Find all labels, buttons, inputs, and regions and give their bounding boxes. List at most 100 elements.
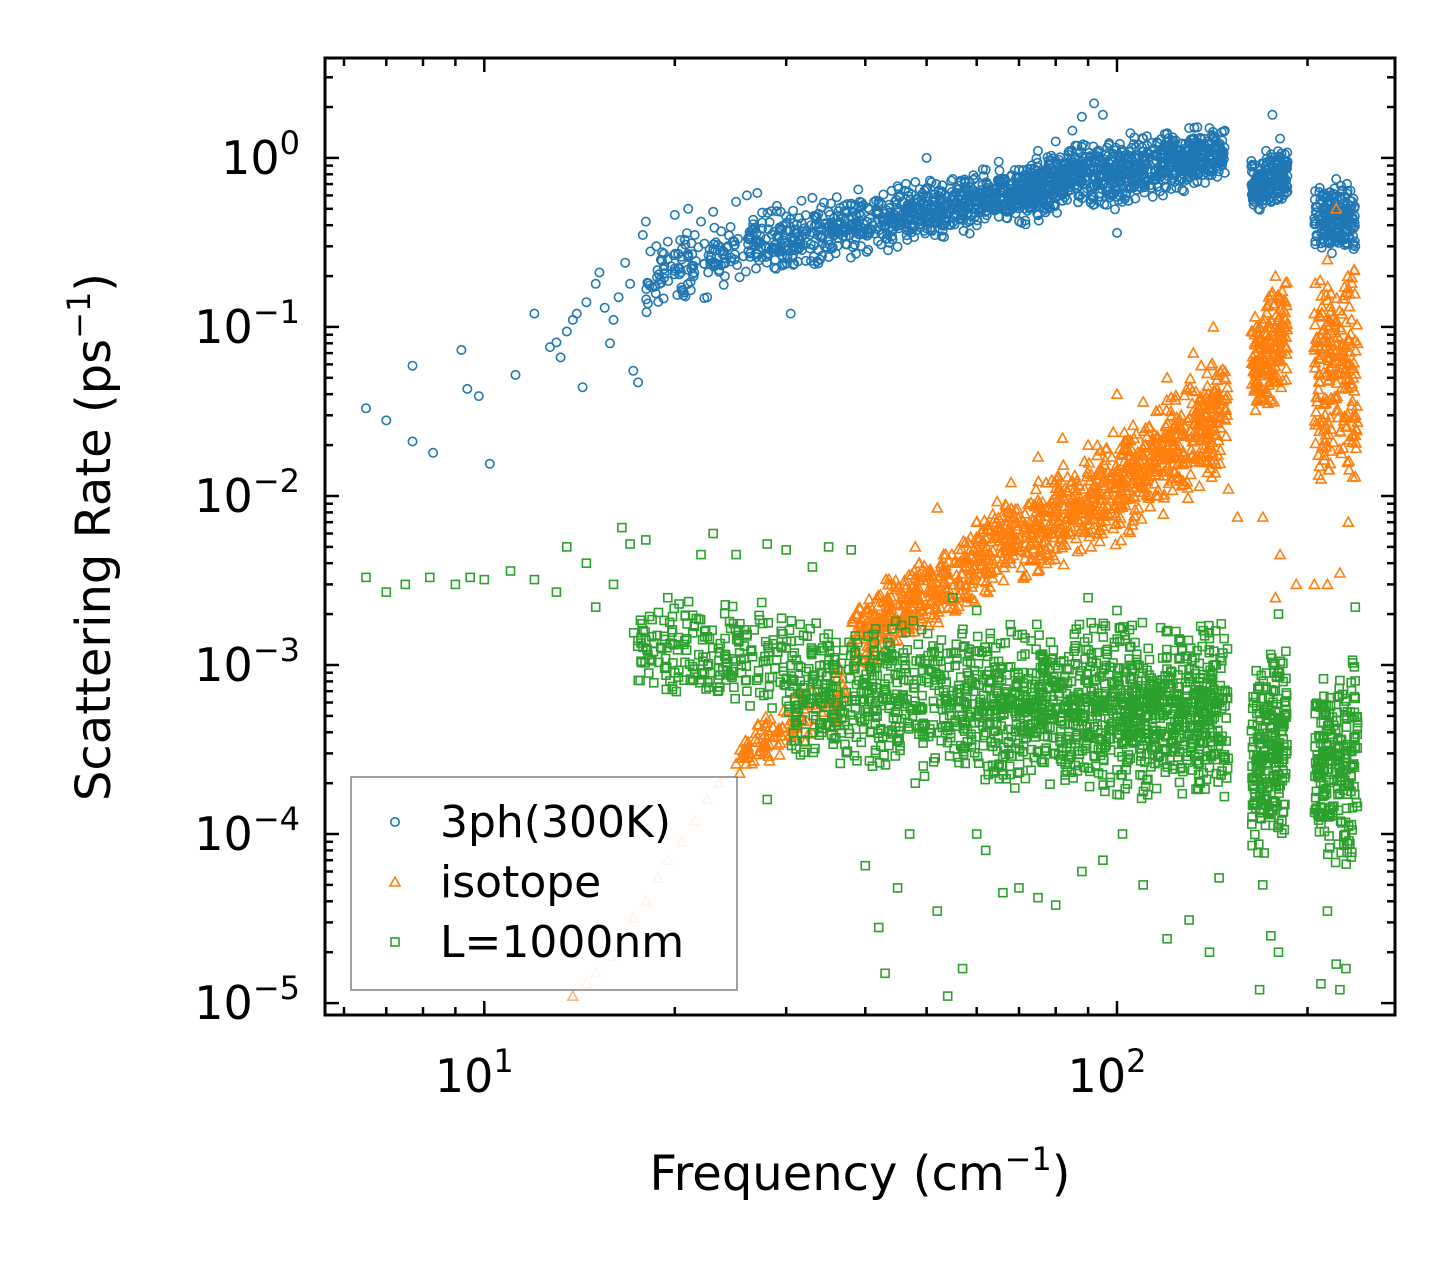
data-point-square: [884, 740, 894, 751]
data-point-circle: [688, 271, 699, 282]
data-point-circle: [590, 278, 601, 289]
data-point-circle: [748, 214, 759, 225]
data-point-circle: [774, 222, 785, 233]
data-point-square: [683, 596, 694, 607]
data-point-triangle: [1056, 431, 1069, 443]
data-point-circle: [608, 314, 619, 325]
data-point-circle: [782, 251, 793, 262]
data-point-triangle: [1106, 425, 1120, 438]
data-point-circle: [688, 260, 699, 271]
data-point-circle: [863, 244, 874, 255]
data-point-triangle: [1207, 320, 1220, 332]
data-point-triangle: [1222, 482, 1235, 494]
data-point-square: [719, 608, 730, 619]
data-point-circle: [571, 308, 582, 319]
data-point-circle: [828, 213, 839, 224]
data-point-circle: [741, 190, 752, 201]
data-point-circle: [879, 220, 890, 231]
data-point-circle: [850, 232, 861, 243]
data-point-circle: [993, 156, 1004, 167]
data-point-triangle: [1248, 310, 1262, 322]
data-point-circle: [655, 254, 666, 265]
data-point-circle: [777, 260, 788, 271]
data-point-circle: [921, 152, 932, 163]
data-point-triangle: [1084, 540, 1098, 552]
data-point-square: [781, 696, 792, 706]
series-circle-group: [360, 98, 1361, 469]
data-point-circle: [788, 259, 799, 270]
data-point-circle: [718, 279, 729, 290]
data-point-triangle: [1341, 515, 1355, 528]
data-point-circle: [887, 231, 898, 242]
data-point-circle: [1267, 109, 1278, 120]
data-point-square: [730, 693, 741, 704]
data-point-triangle: [1081, 438, 1095, 450]
data-point-circle: [715, 241, 726, 252]
data-point-circle: [581, 297, 592, 308]
data-point-circle: [683, 203, 694, 214]
data-point-square: [1026, 765, 1036, 776]
data-point-circle: [678, 290, 689, 301]
data-point-circle: [708, 261, 719, 272]
data-point-triangle: [566, 989, 580, 1001]
data-point-circle: [484, 458, 495, 469]
data-point-circle: [675, 235, 686, 246]
data-point-square: [767, 703, 777, 713]
data-point-circle: [773, 232, 784, 243]
data-point-triangle: [1110, 387, 1124, 400]
data-point-circle: [1089, 98, 1100, 109]
data-point-triangle: [1333, 566, 1347, 578]
data-point-circle: [805, 239, 816, 250]
data-point-circle: [883, 245, 894, 256]
data-point-circle: [878, 189, 889, 200]
data-point-circle: [762, 207, 773, 218]
data-point-circle: [686, 238, 697, 249]
data-point-circle: [599, 302, 610, 313]
data-point-circle: [777, 250, 788, 261]
data-point-circle: [577, 382, 588, 393]
data-point-triangle: [1345, 312, 1358, 325]
data-point-circle: [662, 236, 673, 247]
data-point-circle: [920, 184, 931, 195]
data-point-square: [985, 634, 996, 644]
data-point-triangle: [1249, 403, 1262, 415]
data-point-circle: [847, 212, 858, 223]
data-point-circle: [815, 232, 826, 243]
data-point-square: [880, 760, 891, 770]
data-point-circle: [669, 269, 680, 280]
data-point-circle: [814, 254, 825, 265]
data-point-circle: [1110, 204, 1121, 215]
data-point-circle: [659, 268, 670, 279]
data-point-circle: [828, 220, 839, 231]
data-point-circle: [407, 436, 418, 447]
data-point-circle: [1097, 109, 1108, 120]
data-point-triangle: [930, 501, 944, 513]
data-point-circle: [808, 251, 819, 262]
data-point-circle: [896, 219, 907, 230]
data-point-triangle: [1056, 458, 1070, 471]
data-point-circle: [731, 196, 742, 207]
data-point-circle: [814, 222, 825, 233]
data-point-circle: [716, 226, 727, 237]
data-point-circle: [360, 403, 371, 414]
data-point-circle: [712, 240, 723, 251]
data-point-square: [864, 756, 875, 766]
data-point-circle: [884, 203, 895, 214]
data-point-circle: [871, 205, 882, 216]
data-point-circle: [828, 230, 839, 241]
data-point-circle: [689, 230, 700, 241]
data-point-circle: [641, 294, 652, 305]
data-point-circle: [818, 197, 829, 208]
data-point-square: [776, 613, 787, 624]
data-point-triangle: [908, 540, 922, 552]
data-point-square: [913, 639, 924, 650]
data-point-circle: [651, 241, 662, 252]
data-point-circle: [881, 205, 892, 216]
data-point-circle: [840, 239, 851, 250]
data-point-triangle: [990, 494, 1004, 507]
data-point-triangle: [1194, 359, 1208, 371]
data-point-circle: [628, 365, 639, 376]
data-point-square: [767, 672, 778, 683]
data-point-circle: [743, 234, 754, 245]
data-point-circle: [844, 230, 855, 241]
